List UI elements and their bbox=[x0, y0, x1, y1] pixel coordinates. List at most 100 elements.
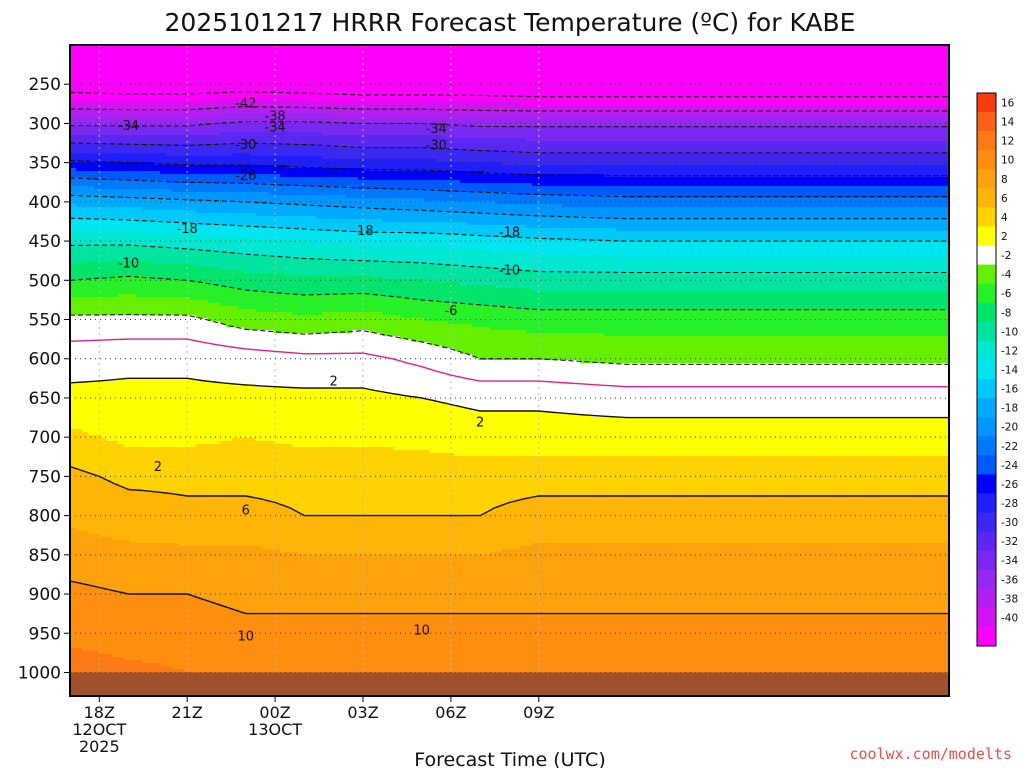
temperature-cell bbox=[82, 390, 89, 394]
temperature-cell bbox=[136, 549, 143, 553]
temperature-cell bbox=[154, 213, 161, 217]
temperature-cell bbox=[88, 330, 95, 334]
temperature-cell bbox=[142, 627, 149, 631]
temperature-cell bbox=[160, 120, 167, 124]
temperature-cell bbox=[94, 294, 101, 298]
temperature-cell bbox=[136, 324, 143, 328]
temperature-cell bbox=[76, 327, 83, 331]
temperature-cell bbox=[118, 498, 125, 502]
temperature-cell bbox=[112, 186, 119, 190]
temperature-cell bbox=[70, 594, 77, 598]
temperature-cell bbox=[88, 576, 95, 580]
temperature-cell bbox=[154, 345, 161, 349]
temperature-cell bbox=[112, 504, 119, 508]
temperature-cell bbox=[106, 492, 113, 496]
temperature-cell bbox=[70, 600, 77, 604]
temperature-cell bbox=[118, 198, 125, 202]
temperature-cell bbox=[154, 459, 161, 463]
temperature-cell bbox=[100, 159, 107, 163]
temperature-cell bbox=[112, 102, 119, 106]
temperature-cell bbox=[82, 579, 89, 583]
temperature-cell bbox=[148, 531, 155, 535]
temperature-cell bbox=[76, 597, 83, 601]
temperature-cell bbox=[106, 345, 113, 349]
temperature-cell bbox=[76, 618, 83, 622]
temperature-cell bbox=[82, 165, 89, 169]
temperature-cell bbox=[100, 396, 107, 400]
temperature-cell bbox=[88, 414, 95, 418]
temperature-cell bbox=[82, 612, 89, 616]
temperature-cell bbox=[136, 603, 143, 607]
temperature-cell bbox=[76, 612, 83, 616]
temperature-cell bbox=[112, 207, 119, 211]
temperature-cell bbox=[142, 105, 149, 109]
temperature-cell bbox=[82, 429, 89, 433]
temperature-cell bbox=[94, 534, 101, 538]
temperature-cell bbox=[148, 198, 155, 202]
temperature-cell bbox=[100, 486, 107, 490]
temperature-cell bbox=[148, 645, 155, 649]
temperature-cell bbox=[142, 558, 149, 562]
temperature-cell bbox=[148, 234, 155, 238]
temperature-cell bbox=[100, 198, 107, 202]
temperature-cell bbox=[142, 504, 149, 508]
temperature-cell bbox=[124, 162, 131, 166]
temperature-cell bbox=[118, 348, 125, 352]
temperature-cell bbox=[106, 312, 113, 316]
temperature-cell bbox=[130, 639, 137, 643]
temperature-cell bbox=[124, 414, 131, 418]
temperature-cell bbox=[82, 648, 89, 652]
temperature-cell bbox=[88, 342, 95, 346]
temperature-cell bbox=[94, 408, 101, 412]
temperature-cell bbox=[124, 138, 131, 142]
temperature-cell bbox=[100, 306, 107, 310]
temperature-cell bbox=[94, 480, 101, 484]
temperature-cell bbox=[130, 426, 137, 430]
temperature-cell bbox=[124, 354, 131, 358]
temperature-cell bbox=[100, 135, 107, 139]
temperature-cell bbox=[82, 249, 89, 253]
temperature-cell bbox=[70, 399, 77, 403]
temperature-cell bbox=[70, 357, 77, 361]
temperature-cell bbox=[70, 483, 77, 487]
temperature-cell bbox=[82, 630, 89, 634]
temperature-cell bbox=[148, 222, 155, 226]
temperature-cell bbox=[76, 90, 83, 94]
temperature-cell bbox=[70, 669, 77, 673]
temperature-cell bbox=[136, 525, 143, 529]
temperature-cell bbox=[88, 486, 95, 490]
temperature-cell bbox=[136, 300, 143, 304]
temperature-cell bbox=[88, 309, 95, 313]
temperature-cell bbox=[118, 285, 125, 289]
temperature-cell bbox=[70, 654, 77, 658]
temperature-cell bbox=[70, 297, 77, 301]
temperature-cell bbox=[154, 258, 161, 262]
temperature-cell bbox=[124, 621, 131, 625]
temperature-cell bbox=[94, 516, 101, 520]
temperature-cell bbox=[148, 48, 155, 52]
temperature-cell bbox=[70, 66, 77, 70]
temperature-cell bbox=[136, 516, 143, 520]
temperature-cell bbox=[148, 171, 155, 175]
temperature-cell bbox=[76, 513, 83, 517]
temperature-cell bbox=[154, 597, 161, 601]
temperature-cell bbox=[118, 276, 125, 280]
temperature-cell bbox=[70, 459, 77, 463]
temperature-cell bbox=[124, 495, 131, 499]
temperature-cell bbox=[100, 645, 107, 649]
temperature-cell bbox=[70, 477, 77, 481]
temperature-cell bbox=[130, 213, 137, 217]
temperature-cell bbox=[112, 402, 119, 406]
temperature-cell bbox=[148, 546, 155, 550]
temperature-cell bbox=[154, 501, 161, 505]
temperature-cell bbox=[70, 99, 77, 103]
temperature-cell bbox=[100, 438, 107, 442]
temperature-cell bbox=[82, 123, 89, 127]
temperature-cell bbox=[76, 270, 83, 274]
temperature-cell bbox=[100, 291, 107, 295]
temperature-cell bbox=[88, 471, 95, 475]
temperature-cell bbox=[112, 72, 119, 76]
temperature-cell bbox=[130, 588, 137, 592]
temperature-cell bbox=[124, 300, 131, 304]
temperature-cell bbox=[124, 408, 131, 412]
